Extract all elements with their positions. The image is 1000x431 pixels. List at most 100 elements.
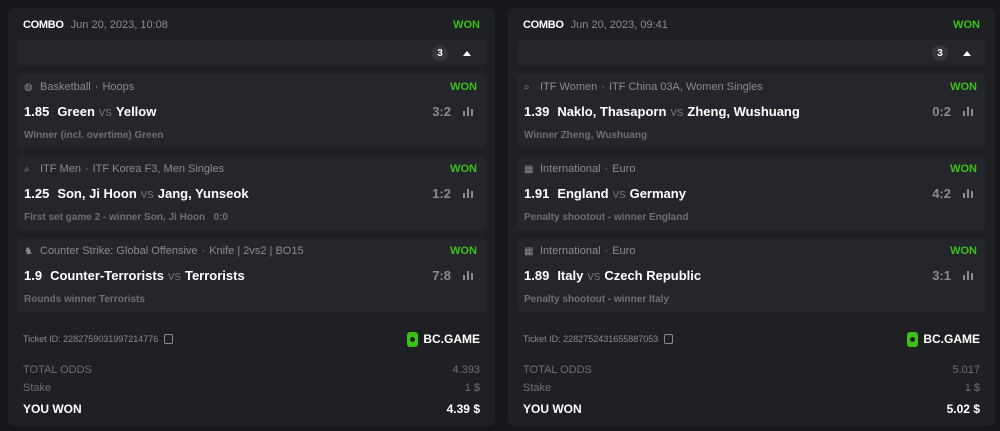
selection-status: WON: [450, 163, 477, 175]
bc-game-logo-icon: [907, 331, 919, 347]
score: 7:8: [432, 267, 451, 283]
fifa-icon: ▦: [524, 245, 534, 257]
stake-label: Stake: [23, 382, 52, 394]
market: Winner (incl. overtime) Green: [24, 130, 164, 141]
counter-strike-icon: ♞: [24, 245, 33, 257]
tennis-icon: ⌕: [524, 81, 530, 93]
selection-card: ▦ International · Euro WON 1.89 Italy vs…: [517, 238, 986, 312]
stats-icon[interactable]: [963, 106, 973, 116]
separator: ·: [601, 81, 605, 93]
home-team[interactable]: Italy: [557, 267, 584, 283]
sport-name[interactable]: Counter Strike: Global Offensive: [40, 245, 198, 257]
odds: 1.85: [24, 103, 50, 119]
score: 0:2: [932, 103, 951, 119]
fifa-icon: ▦: [524, 163, 534, 175]
score: 1:2: [432, 185, 451, 201]
chevron-up-icon[interactable]: [463, 50, 471, 56]
odds: 1.91: [524, 185, 550, 201]
vs-label: vs: [140, 185, 154, 201]
selection-card: ◍ Basketball · Hoops WON 1.85 Green vs Y…: [17, 74, 486, 148]
sport-name[interactable]: ITF Men: [40, 163, 81, 175]
brand-logo: BC.GAME: [407, 331, 480, 347]
collapse-toggle[interactable]: 3: [17, 40, 486, 66]
vs-label: vs: [587, 267, 601, 283]
selection-status: WON: [950, 163, 977, 175]
score: 4:2: [932, 185, 951, 201]
bet-date: Jun 20, 2023, 09:41: [570, 19, 668, 31]
separator: ·: [604, 163, 609, 175]
home-team[interactable]: Son, Ji Hoon: [57, 185, 137, 201]
selection-status: WON: [950, 81, 977, 93]
home-team[interactable]: England: [557, 185, 609, 201]
league-name[interactable]: Knife | 2vs2 | BO15: [209, 245, 304, 257]
league-name[interactable]: Euro: [612, 245, 636, 257]
market: Penalty shootout - winner Italy: [524, 294, 670, 305]
vs-label: vs: [98, 103, 112, 119]
collapse-toggle[interactable]: 3: [517, 40, 986, 66]
ticket-status: WON: [953, 19, 980, 31]
away-team[interactable]: Zheng, Wushuang: [687, 103, 800, 119]
home-team[interactable]: Naklo, Thasaporn: [557, 103, 667, 119]
stats-icon[interactable]: [463, 188, 473, 198]
vs-label: vs: [670, 103, 684, 119]
total-odds: 5.017: [952, 364, 980, 376]
won-amount: 5.02 $: [946, 402, 980, 416]
league-name[interactable]: ITF China 03A, Women Singles: [608, 81, 763, 93]
total-odds-label: TOTAL ODDS: [23, 364, 92, 376]
sport-name[interactable]: Basketball: [40, 81, 91, 93]
brand-name: BC.GAME: [423, 332, 480, 346]
away-team[interactable]: Germany: [629, 185, 686, 201]
selection-count: 3: [932, 45, 948, 61]
ticket-id: Ticket ID: 2282759031997214776: [23, 334, 159, 344]
separator: ·: [94, 81, 99, 93]
ticket-id: Ticket ID: 2282752431655887053: [523, 334, 659, 344]
stats-icon[interactable]: [463, 270, 473, 280]
away-team[interactable]: Terrorists: [184, 267, 245, 283]
separator: ·: [604, 245, 609, 257]
away-team[interactable]: Jang, Yunseok: [157, 185, 249, 201]
league-name[interactable]: Hoops: [102, 81, 135, 93]
chevron-up-icon[interactable]: [963, 50, 971, 56]
stats-icon[interactable]: [963, 188, 973, 198]
selection-status: WON: [950, 245, 977, 257]
bet-ticket: COMBO Jun 20, 2023, 10:08 WON 3 ◍ Basket…: [8, 8, 495, 426]
league-name[interactable]: ITF Korea F3, Men Singles: [92, 163, 225, 175]
brand-logo: BC.GAME: [907, 331, 980, 347]
away-team[interactable]: Czech Republic: [604, 267, 702, 283]
selection-card: ⌕ ITF Women · ITF China 03A, Women Singl…: [517, 74, 986, 148]
copy-icon[interactable]: [664, 334, 674, 344]
won-amount: 4.39 $: [446, 402, 480, 416]
selection-card: ▦ International · Euro WON 1.91 England …: [517, 156, 986, 230]
sport-name[interactable]: ITF Women: [540, 81, 598, 93]
market: Penalty shootout - winner England: [524, 212, 689, 223]
odds: 1.25: [24, 185, 50, 201]
won-label: YOU WON: [23, 402, 82, 416]
separator: ·: [84, 163, 89, 175]
market: First set game 2 - winner Son, Ji Hoon 0…: [24, 212, 228, 223]
separator: ·: [201, 245, 206, 257]
home-team[interactable]: Counter-Terrorists: [50, 267, 164, 283]
copy-icon[interactable]: [164, 334, 174, 344]
stats-icon[interactable]: [463, 106, 473, 116]
selection-count: 3: [432, 45, 448, 61]
odds: 1.89: [524, 267, 550, 283]
sport-name[interactable]: International: [540, 163, 601, 175]
home-team[interactable]: Green: [57, 103, 95, 119]
selection-card: ♞ Counter Strike: Global Offensive · Kni…: [17, 238, 486, 312]
total-odds-label: TOTAL ODDS: [523, 364, 592, 376]
bet-type: COMBO: [523, 19, 564, 31]
score: 3:1: [932, 267, 951, 283]
league-name[interactable]: Euro: [612, 163, 636, 175]
tennis-icon: ⌕: [24, 163, 30, 175]
basketball-icon: ◍: [24, 81, 33, 93]
stake: 1 $: [464, 382, 480, 394]
selection-status: WON: [450, 245, 477, 257]
market: Winner Zheng, Wushuang: [524, 130, 648, 141]
away-team[interactable]: Yellow: [115, 103, 157, 119]
vs-label: vs: [612, 185, 626, 201]
stats-icon[interactable]: [963, 270, 973, 280]
total-odds: 4.393: [452, 364, 480, 376]
sport-name[interactable]: International: [540, 245, 601, 257]
stake-label: Stake: [523, 382, 552, 394]
odds: 1.39: [524, 103, 550, 119]
